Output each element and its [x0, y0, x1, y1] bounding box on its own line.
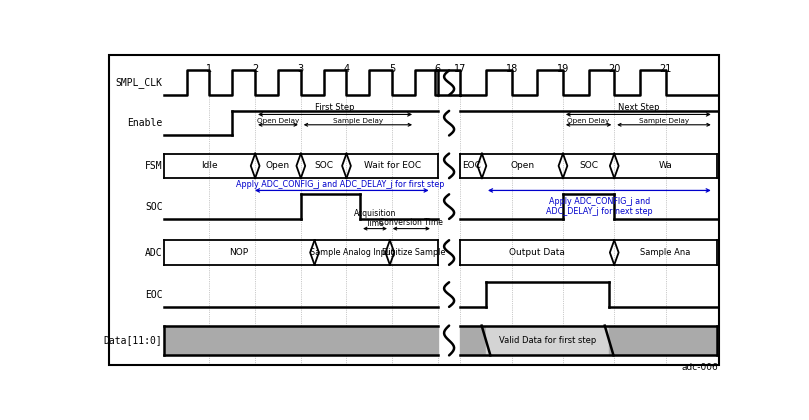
Text: 1: 1	[206, 64, 213, 74]
Text: 18: 18	[506, 64, 518, 74]
Text: Apply ADC_CONFIG_j and ADC_DELAY_j for first step: Apply ADC_CONFIG_j and ADC_DELAY_j for f…	[236, 181, 444, 189]
Text: Acquisition
Time: Acquisition Time	[354, 209, 396, 228]
Text: Enable: Enable	[127, 118, 163, 128]
Text: 2: 2	[252, 64, 258, 74]
Text: SOC: SOC	[314, 161, 333, 171]
Text: Wait for EOC: Wait for EOC	[363, 161, 421, 171]
Text: Open Delay: Open Delay	[257, 118, 299, 124]
Text: Next Step: Next Step	[617, 103, 659, 112]
Text: Data[11:0]: Data[11:0]	[104, 336, 163, 346]
Text: Open Delay: Open Delay	[567, 118, 610, 124]
Text: Apply ADC_CONFIG_j and
ADC_DELAY_j for next step: Apply ADC_CONFIG_j and ADC_DELAY_j for n…	[546, 197, 653, 216]
Text: ADC: ADC	[145, 247, 163, 257]
Text: FSM: FSM	[145, 161, 163, 171]
Text: Digitize Sample: Digitize Sample	[382, 248, 446, 257]
Text: Sample Delay: Sample Delay	[332, 118, 383, 124]
Text: 4: 4	[343, 64, 349, 74]
Text: 20: 20	[608, 64, 621, 74]
Text: 6: 6	[434, 64, 441, 74]
Text: 19: 19	[557, 64, 569, 74]
Text: Sample Analog Input: Sample Analog Input	[311, 248, 394, 257]
Text: SMPL_CLK: SMPL_CLK	[116, 77, 163, 88]
Text: First Step: First Step	[316, 103, 355, 112]
Text: Idle: Idle	[201, 161, 218, 171]
Text: EOC: EOC	[462, 161, 481, 171]
Text: Valid Data for first step: Valid Data for first step	[499, 336, 596, 345]
Text: 21: 21	[659, 64, 671, 74]
Text: 17: 17	[454, 64, 467, 74]
Text: Output Data: Output Data	[510, 248, 565, 257]
Text: Open: Open	[266, 161, 290, 171]
Text: Sample Delay: Sample Delay	[639, 118, 689, 124]
Text: Wa: Wa	[659, 161, 672, 171]
Text: 5: 5	[389, 64, 396, 74]
Text: adc-006: adc-006	[682, 363, 718, 372]
Text: SOC: SOC	[579, 161, 598, 171]
Text: 3: 3	[298, 64, 304, 74]
Text: Open: Open	[510, 161, 535, 171]
Text: Sample Ana: Sample Ana	[641, 248, 691, 257]
Text: Conversion Time: Conversion Time	[379, 218, 443, 227]
Text: SOC: SOC	[145, 202, 163, 212]
Text: EOC: EOC	[145, 289, 163, 299]
Text: NOP: NOP	[230, 248, 248, 257]
